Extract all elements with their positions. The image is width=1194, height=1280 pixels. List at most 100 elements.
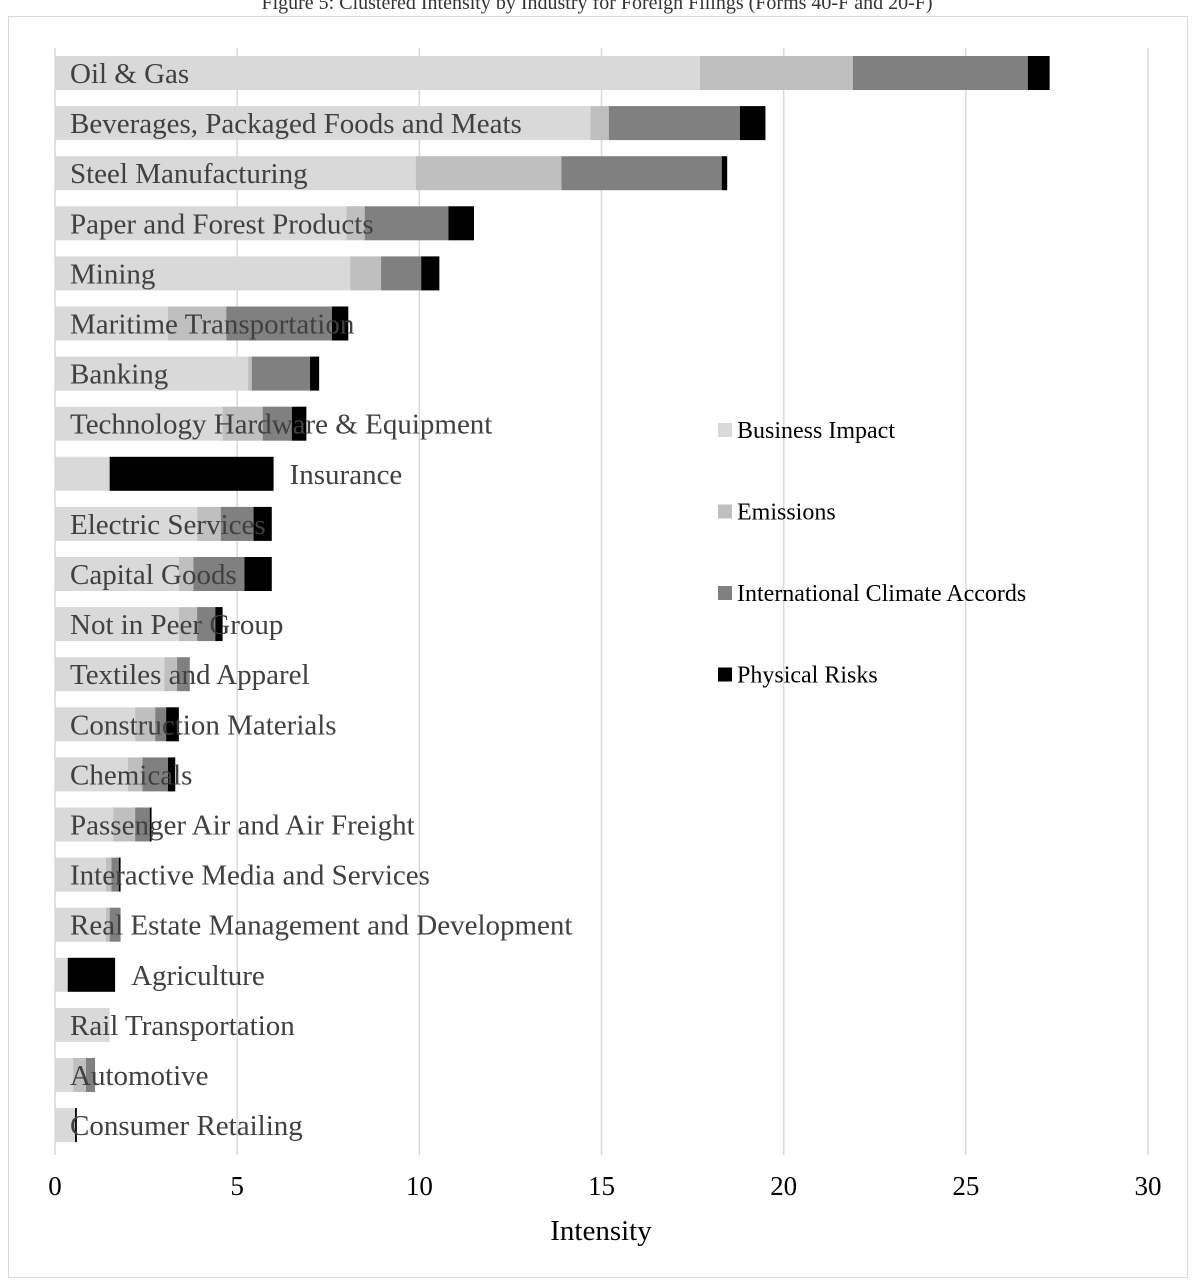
bar-segment — [55, 757, 128, 792]
x-tick-label: 30 — [1135, 1171, 1162, 1201]
category-label: Mining — [70, 258, 155, 290]
bar-segment — [55, 506, 198, 541]
bar-segment — [739, 106, 766, 141]
category-label: Capital Goods — [70, 559, 237, 591]
category-label: Banking — [70, 359, 168, 391]
category-label: Passenger Air and Air Freight — [70, 810, 415, 842]
bar-segment — [55, 707, 136, 742]
legend-swatch — [718, 586, 732, 600]
legend-label: Business Impact — [737, 418, 895, 444]
legend-swatch — [718, 504, 732, 519]
category-label: Beverages, Packaged Foods and Meats — [70, 108, 522, 140]
bar-segment — [1027, 56, 1050, 90]
bar-segment — [166, 707, 179, 742]
bar-segment — [220, 506, 254, 541]
bar-segment — [164, 657, 178, 692]
bar-segment — [111, 857, 119, 892]
bar-segment — [127, 757, 143, 792]
bar-segment — [590, 106, 609, 141]
bar-segment — [448, 206, 474, 241]
bar-segment — [421, 256, 440, 291]
category-label: Interactive Media and Services — [70, 860, 430, 892]
bar-segment — [350, 256, 382, 291]
x-tick-label: 25 — [952, 1171, 979, 1201]
bar-segment — [415, 156, 562, 191]
category-label: Agriculture — [131, 960, 265, 992]
legend-label: Emissions — [737, 500, 836, 526]
bar-segment — [721, 156, 728, 191]
x-tick-label: 0 — [48, 1171, 62, 1201]
category-label: Technology Hardware & Equipment — [70, 409, 492, 441]
bar-segment — [155, 707, 167, 742]
category-label: Rail Transportation — [70, 1010, 295, 1042]
bar-segment — [193, 557, 245, 591]
category-label: Textiles and Apparel — [70, 659, 310, 691]
category-label: Construction Materials — [70, 709, 337, 741]
bar-segment — [149, 807, 152, 842]
bar-segment — [135, 807, 150, 842]
x-tick-label: 10 — [406, 1171, 433, 1201]
bar-segment — [55, 206, 347, 241]
bar-segment — [106, 857, 112, 892]
bar-segment — [55, 1007, 110, 1042]
bar-segment — [55, 607, 179, 642]
bar-segment — [55, 807, 114, 842]
chart-frame — [8, 16, 1188, 1278]
bar-segment — [55, 1058, 74, 1092]
bar-segment — [177, 657, 190, 692]
bar-segment — [55, 156, 416, 191]
bar-segment — [331, 306, 349, 341]
bar-segment — [215, 607, 223, 642]
bar-segment — [109, 456, 274, 491]
bar-segment — [55, 657, 165, 692]
bar-segment — [118, 857, 121, 892]
legend-swatch — [718, 423, 732, 437]
bar-segment — [561, 156, 722, 191]
bar-segment — [135, 707, 156, 742]
bar-segment — [852, 56, 1028, 90]
legend-label: Physical Risks — [737, 663, 878, 689]
bar-segment — [55, 557, 179, 591]
bar-segment — [197, 506, 221, 541]
bar-segment — [222, 406, 263, 441]
bar-segment — [55, 306, 168, 341]
bar-segment — [167, 306, 227, 341]
category-label: Chemicals — [70, 759, 192, 791]
bar-segment — [55, 256, 351, 291]
bar-segment — [113, 807, 136, 842]
bar-segment — [55, 56, 700, 90]
bar-segments — [55, 56, 1050, 1143]
category-label: Paper and Forest Products — [70, 208, 374, 240]
bar-segment — [55, 456, 110, 491]
category-label: Steel Manufacturing — [70, 158, 308, 190]
x-tick-label: 20 — [770, 1171, 797, 1201]
category-labels: Oil & Gas Beverages, Packaged Foods and M… — [70, 58, 573, 1142]
bar-segment — [55, 857, 107, 892]
bar-segment — [55, 356, 249, 391]
bar-segment — [248, 356, 252, 391]
bar-segment — [178, 557, 194, 591]
bar-segment — [55, 907, 107, 942]
x-tick-labels: 0 5 10 15 20 25 30 — [48, 1171, 1161, 1201]
bar-segment — [381, 256, 422, 291]
bar-segment — [55, 1108, 76, 1143]
bar-segment — [85, 1058, 96, 1092]
bar-segment — [346, 206, 365, 241]
bar-segment — [310, 356, 320, 391]
bar-segment — [244, 557, 272, 591]
category-label: Maritime Transportation — [70, 309, 355, 341]
bar-segment — [364, 206, 449, 241]
bar-segment — [142, 757, 168, 792]
legend-swatch — [718, 667, 732, 682]
bar-segment — [55, 957, 68, 992]
legend-label: International Climate Accords — [737, 581, 1026, 607]
bar-segment — [699, 56, 853, 90]
category-label: Consumer Retailing — [70, 1110, 303, 1142]
bar-segment — [197, 607, 216, 642]
bar-segment — [55, 406, 223, 441]
bar-segment — [55, 106, 591, 141]
bar-segment — [167, 757, 176, 792]
x-tick-label: 15 — [588, 1171, 615, 1201]
bar-segment — [608, 106, 740, 141]
